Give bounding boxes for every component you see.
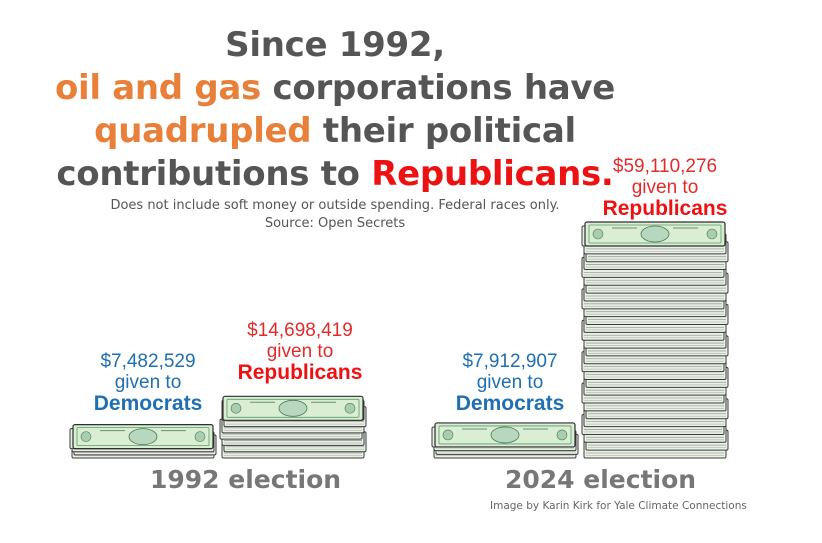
dollar-bill-icon bbox=[584, 221, 726, 247]
highlight-oil-and-gas: oil and gas bbox=[54, 68, 261, 108]
label-2024-democrats: $7,912,907 given to Democrats bbox=[440, 351, 580, 414]
amount-1992-democrats: $7,482,529 bbox=[100, 351, 196, 372]
amount-2024-democrats: $7,912,907 bbox=[462, 351, 558, 372]
headline-line-2: oil and gas corporations have bbox=[54, 68, 616, 108]
party-republicans: Republicans bbox=[237, 361, 363, 384]
party-republicans: Republicans bbox=[602, 197, 728, 220]
label-2024-republicans: $59,110,276 given to Republicans bbox=[585, 156, 745, 219]
headline-line-4: contributions to Republicans. bbox=[56, 154, 614, 194]
money-stack-1992-republicans bbox=[219, 395, 367, 459]
dollar-bill-icon bbox=[434, 422, 576, 448]
given-to-text: given to bbox=[631, 177, 699, 198]
category-label-1992: 1992 election bbox=[150, 465, 342, 494]
money-stack-2024-democrats bbox=[431, 422, 579, 459]
subtitle-source: Source: Open Secrets bbox=[264, 216, 406, 231]
highlight-republicans: Republicans. bbox=[371, 154, 614, 194]
headline-line-1: Since 1992, bbox=[225, 25, 445, 65]
subtitle: Does not include soft money or outside s… bbox=[40, 197, 630, 233]
highlight-quadrupled: quadrupled bbox=[94, 111, 312, 151]
amount-1992-republicans: $14,698,419 bbox=[247, 320, 353, 341]
party-democrats: Democrats bbox=[455, 392, 565, 415]
given-to-text: given to bbox=[114, 372, 182, 393]
given-to-text: given to bbox=[476, 372, 544, 393]
image-credit: Image by Karin Kirk for Yale Climate Con… bbox=[490, 500, 747, 512]
given-to-text: given to bbox=[266, 341, 334, 362]
amount-2024-republicans: $59,110,276 bbox=[612, 156, 718, 177]
party-democrats: Democrats bbox=[93, 392, 203, 415]
headline-line-3: quadrupled their political bbox=[94, 111, 576, 151]
headline: Since 1992, oil and gas corporations hav… bbox=[40, 24, 630, 196]
category-label-2024: 2024 election bbox=[505, 465, 697, 494]
label-1992-democrats: $7,482,529 given to Democrats bbox=[78, 351, 218, 414]
money-stack-1992-democrats bbox=[69, 424, 217, 459]
dollar-bill-icon bbox=[72, 424, 214, 450]
subtitle-note: Does not include soft money or outside s… bbox=[110, 198, 560, 213]
label-1992-republicans: $14,698,419 given to Republicans bbox=[220, 320, 380, 383]
dollar-bill-icon bbox=[222, 395, 364, 421]
money-stack-2024-republicans bbox=[581, 221, 729, 459]
